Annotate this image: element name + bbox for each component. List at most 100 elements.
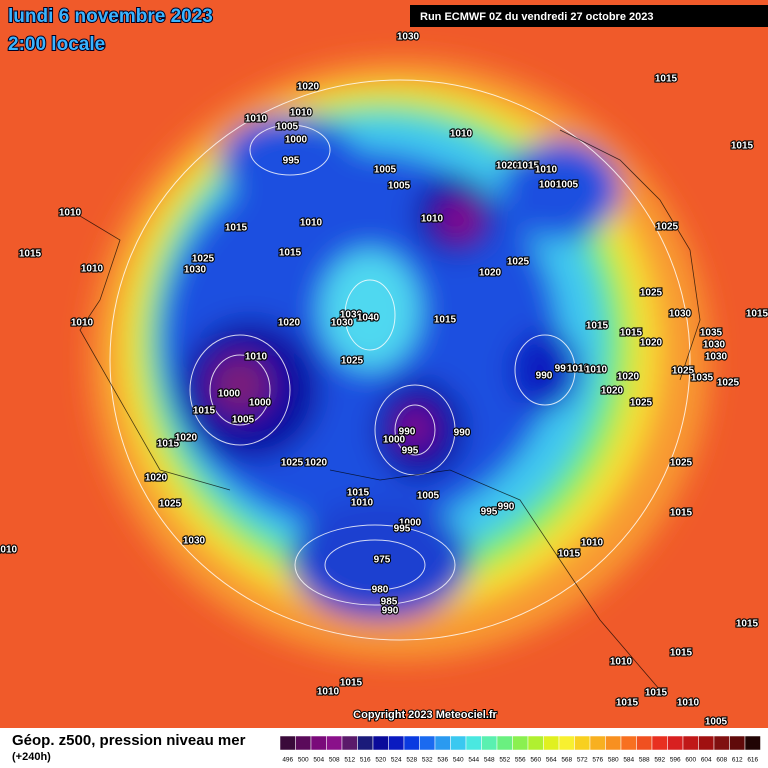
colorbar-label: 580 [608, 757, 619, 764]
colorbar-swatch [403, 735, 420, 751]
colorbar-label: 544 [468, 757, 479, 764]
isobar-label: 1025 [281, 458, 304, 469]
isobar-label: 1010 [81, 264, 104, 275]
isobar-label: 1015 [434, 315, 457, 326]
colorbar-swatch [589, 735, 606, 751]
isobar-label: 1030 [331, 318, 354, 329]
isobar-label: 1035 [700, 328, 723, 339]
isobar-label: 1020 [640, 338, 663, 349]
isobar-label: 1005 [556, 180, 579, 191]
colorbar-swatch [527, 735, 544, 751]
footer-title: Géop. z500, pression niveau mer [12, 732, 246, 749]
isobar-label: 1000 [218, 389, 241, 400]
colorbar-swatch [744, 735, 761, 751]
colorbar-label: 548 [484, 757, 495, 764]
colorbar-label: 604 [701, 757, 712, 764]
colorbar-swatch [496, 735, 513, 751]
colorbar-label: 592 [654, 757, 665, 764]
isobar-label: 1000 [249, 398, 272, 409]
isobar-label: 1020 [601, 386, 624, 397]
isobar-label: 995 [555, 364, 572, 375]
isobar-label: 1010 [300, 218, 323, 229]
isobar-label: 1025 [192, 254, 215, 265]
colorbar-label: 504 [313, 757, 324, 764]
isobar-label: 1025 [640, 288, 663, 299]
isobar-label: 1030 [397, 32, 420, 43]
isobar-label: 1040 [357, 313, 380, 324]
isobar-label: 1015 [193, 406, 216, 417]
colorbar-swatch [372, 735, 389, 751]
colorbar-swatch [636, 735, 653, 751]
colorbar-swatch [341, 735, 358, 751]
colorbar-label: 516 [360, 757, 371, 764]
isobar-label: 1030 [705, 352, 728, 363]
isobar-label: 1005 [276, 122, 299, 133]
isobar-label: 995 [402, 446, 419, 457]
colorbar-swatch [419, 735, 436, 751]
colorbar-label: 556 [515, 757, 526, 764]
isobar-label: 1000 [285, 135, 308, 146]
isobar-label: 975 [374, 555, 391, 566]
colorbar-label: 616 [747, 757, 758, 764]
footer-lead: (+240h) [12, 751, 51, 763]
isobar-label: 1030 [340, 310, 363, 321]
isobar-label: 1015 [279, 248, 302, 259]
colorbar-label: 528 [406, 757, 417, 764]
isobar-label: 1010 [245, 352, 268, 363]
isobar-label: 1025 [670, 458, 693, 469]
isobar-label: 1025 [717, 378, 740, 389]
isobar-label: 1010 [245, 114, 268, 125]
isobar-label: 1000 [399, 518, 422, 529]
isobar-label: 1015 [645, 688, 668, 699]
isobar-label: 1015 [616, 698, 639, 709]
isobar-label: 990 [399, 427, 416, 438]
isobar-label: 1030 [669, 309, 692, 320]
colorbar-swatch [388, 735, 405, 751]
colorbar-label: 520 [375, 757, 386, 764]
colorbar-swatch [698, 735, 715, 751]
colorbar-swatch [326, 735, 343, 751]
colorbar-label: 568 [561, 757, 572, 764]
colorbar-swatch [682, 735, 699, 751]
isobar-labels: 1020103010151015101010101005100099510101… [0, 31, 768, 729]
colorbar-label: 612 [732, 757, 743, 764]
isobar-label: 1015 [517, 161, 540, 172]
isobar-label: 1005 [388, 181, 411, 192]
date-title: lundi 6 novembre 2023 [8, 6, 213, 27]
isobar-label: 1020 [479, 268, 502, 279]
colorbar-swatch [558, 735, 575, 751]
isobar-label: 1015 [670, 648, 693, 659]
isobar-label: 1010 [0, 545, 18, 556]
isobar-label: 1005 [705, 717, 728, 728]
isobar-label: 1025 [159, 499, 182, 510]
colorbar-label: 600 [685, 757, 696, 764]
colorbar: 496 500 504 508 512 516 520 524 528 532 536 540 544 5… [279, 735, 761, 764]
colorbar-label: 588 [639, 757, 650, 764]
isobar-label: 1010 [567, 364, 590, 375]
colorbar-label: 576 [592, 757, 603, 764]
isobar-label: 1015 [157, 439, 180, 450]
isobar-label: 1010 [585, 365, 608, 376]
isobar-label: 1020 [617, 372, 640, 383]
isobar-label: 1020 [175, 433, 198, 444]
isobar-label: 995 [394, 524, 411, 535]
colorbar-swatch [512, 735, 529, 751]
isobar-label: 1005 [232, 415, 255, 426]
isobar-label: 980 [372, 585, 389, 596]
colorbar-label: 608 [716, 757, 727, 764]
colorbar-swatch [450, 735, 467, 751]
colorbar-swatch [667, 735, 684, 751]
isobar-label: 1015 [731, 141, 754, 152]
isobar-label: 995 [283, 156, 300, 167]
isobar-label: 1005 [417, 491, 440, 502]
isobar-label: 1015 [340, 678, 363, 689]
colorbar-swatch [434, 735, 451, 751]
isobar-label: 1025 [507, 257, 530, 268]
isobar-label: 1015 [347, 488, 370, 499]
isobar-label: 1010 [610, 657, 633, 668]
run-label: Run ECMWF 0Z du vendredi 27 octobre 2023 [420, 11, 654, 23]
colorbar-label: 564 [546, 757, 557, 764]
colorbar-label: 584 [623, 757, 634, 764]
isobar-label: 1015 [655, 74, 678, 85]
